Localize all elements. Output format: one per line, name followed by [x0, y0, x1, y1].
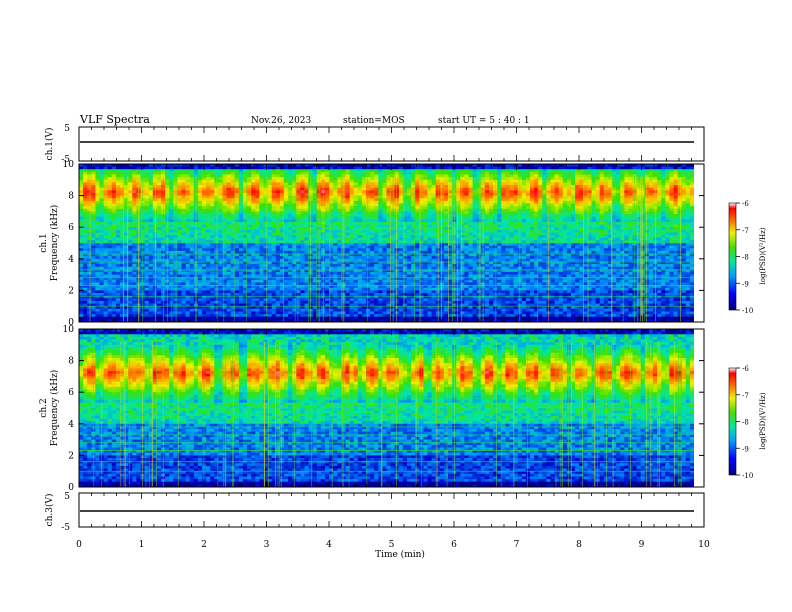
cb2-ticks-label: -7 [742, 392, 749, 400]
ch2-colorbar-label: log(PSD)(V²/Hz) [759, 392, 767, 449]
cb2-ticks-label: -9 [742, 445, 749, 453]
ch1-ytick-top: 5 [64, 124, 70, 134]
spec1-yticks-label: 8 [68, 192, 74, 202]
ch1-waveform-ylabel: ch.1(V) [44, 128, 55, 161]
ch1-colorbar [728, 202, 737, 311]
ch2-colorbar [728, 367, 737, 476]
cb1-ticks-label: -7 [742, 227, 749, 235]
figure-title: VLF Spectra [79, 113, 150, 126]
ch1-channel-label: ch.1 [39, 233, 49, 252]
cb2-ticks-label: -8 [742, 419, 749, 427]
ch1-spectrogram-image [79, 164, 704, 323]
spec2-yticks-label: 6 [68, 388, 74, 398]
time-tick-label: 4 [326, 540, 332, 550]
ch1-colorbar-label: log(PSD)(V²/Hz) [759, 227, 767, 284]
ch1-ytick-bottom: -5 [61, 155, 70, 165]
ch1-spectrogram-panel: 0 2 4 6 8 10 Frequency (kHz) ch.1 -6 -7 -8 -9 -10… [39, 160, 767, 328]
spec1-yticks-label: 2 [68, 286, 74, 296]
ch2-channel-label: ch.2 [39, 398, 49, 417]
spec2-yticks-label: 10 [63, 325, 75, 335]
ch1-waveform-panel: 5 -5 ch.1(V) [44, 124, 705, 165]
station-label: station=MOS [343, 116, 405, 126]
ch2-spectrogram-image [79, 329, 704, 488]
time-tick-label: 8 [576, 540, 582, 550]
cb1-ticks-label: -6 [742, 200, 749, 208]
spec1-yticks-label: 0 [68, 318, 74, 328]
spec1-yticks-label: 6 [68, 223, 74, 233]
time-axis-label: Time (min) [375, 549, 425, 560]
time-tick-label: 1 [139, 540, 145, 550]
spec2-yticks-label: 4 [68, 420, 74, 430]
ch3-ytick-bottom: -5 [61, 523, 70, 533]
spec2-yticks-label: 0 [68, 483, 74, 493]
time-tick-label: 10 [698, 540, 710, 550]
cb1-ticks-label: -10 [742, 307, 753, 315]
ch2-spectrogram-ylabel: Frequency (kHz) [49, 370, 60, 447]
date-label: Nov.26, 2023 [251, 116, 312, 126]
time-tick-label: 6 [451, 540, 457, 550]
spec1-yticks-label: 10 [63, 160, 75, 170]
time-tick-label: 3 [264, 540, 270, 550]
time-axis: 0 1 2 3 4 5 6 7 8 9 10 [76, 127, 710, 550]
ch1-spectrogram-ylabel: Frequency (kHz) [49, 205, 60, 282]
start-time-label: start UT = 5 : 40 : 1 [438, 116, 530, 126]
ch3-waveform-ylabel: ch.3(V) [44, 494, 55, 527]
cb1-ticks-label: -9 [742, 280, 749, 288]
spec1-yticks-label: 4 [68, 255, 74, 265]
spec2-yticks-label: 8 [68, 357, 74, 367]
time-tick-label: 2 [201, 540, 207, 550]
time-tick-label: 9 [639, 540, 645, 550]
ch2-spectrogram-panel: 0 2 4 6 8 10 Frequency (kHz) ch.2 -6 -7 -8 -9 -10… [39, 325, 767, 493]
spec2-yticks-label: 2 [68, 451, 74, 461]
time-tick-label: 0 [76, 540, 82, 550]
ch3-ytick-top: 5 [64, 492, 70, 502]
cb2-ticks-label: -6 [742, 365, 749, 373]
ch3-waveform-panel: 5 -5 ch.3(V) [44, 492, 705, 533]
cb2-ticks-label: -10 [742, 472, 753, 480]
time-tick-label: 7 [514, 540, 520, 550]
time-tick-label: 5 [389, 540, 395, 550]
cb1-ticks-label: -8 [742, 254, 749, 262]
